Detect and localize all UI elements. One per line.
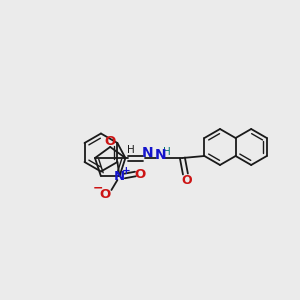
Text: N: N <box>114 170 125 184</box>
Text: H: H <box>127 145 134 155</box>
Text: O: O <box>105 135 116 148</box>
Text: O: O <box>100 188 111 200</box>
Text: −: − <box>93 182 104 194</box>
Text: H: H <box>163 147 170 157</box>
Text: O: O <box>181 173 192 187</box>
Text: N: N <box>154 148 166 162</box>
Text: +: + <box>122 166 131 176</box>
Text: O: O <box>135 167 146 181</box>
Text: N: N <box>142 146 153 160</box>
